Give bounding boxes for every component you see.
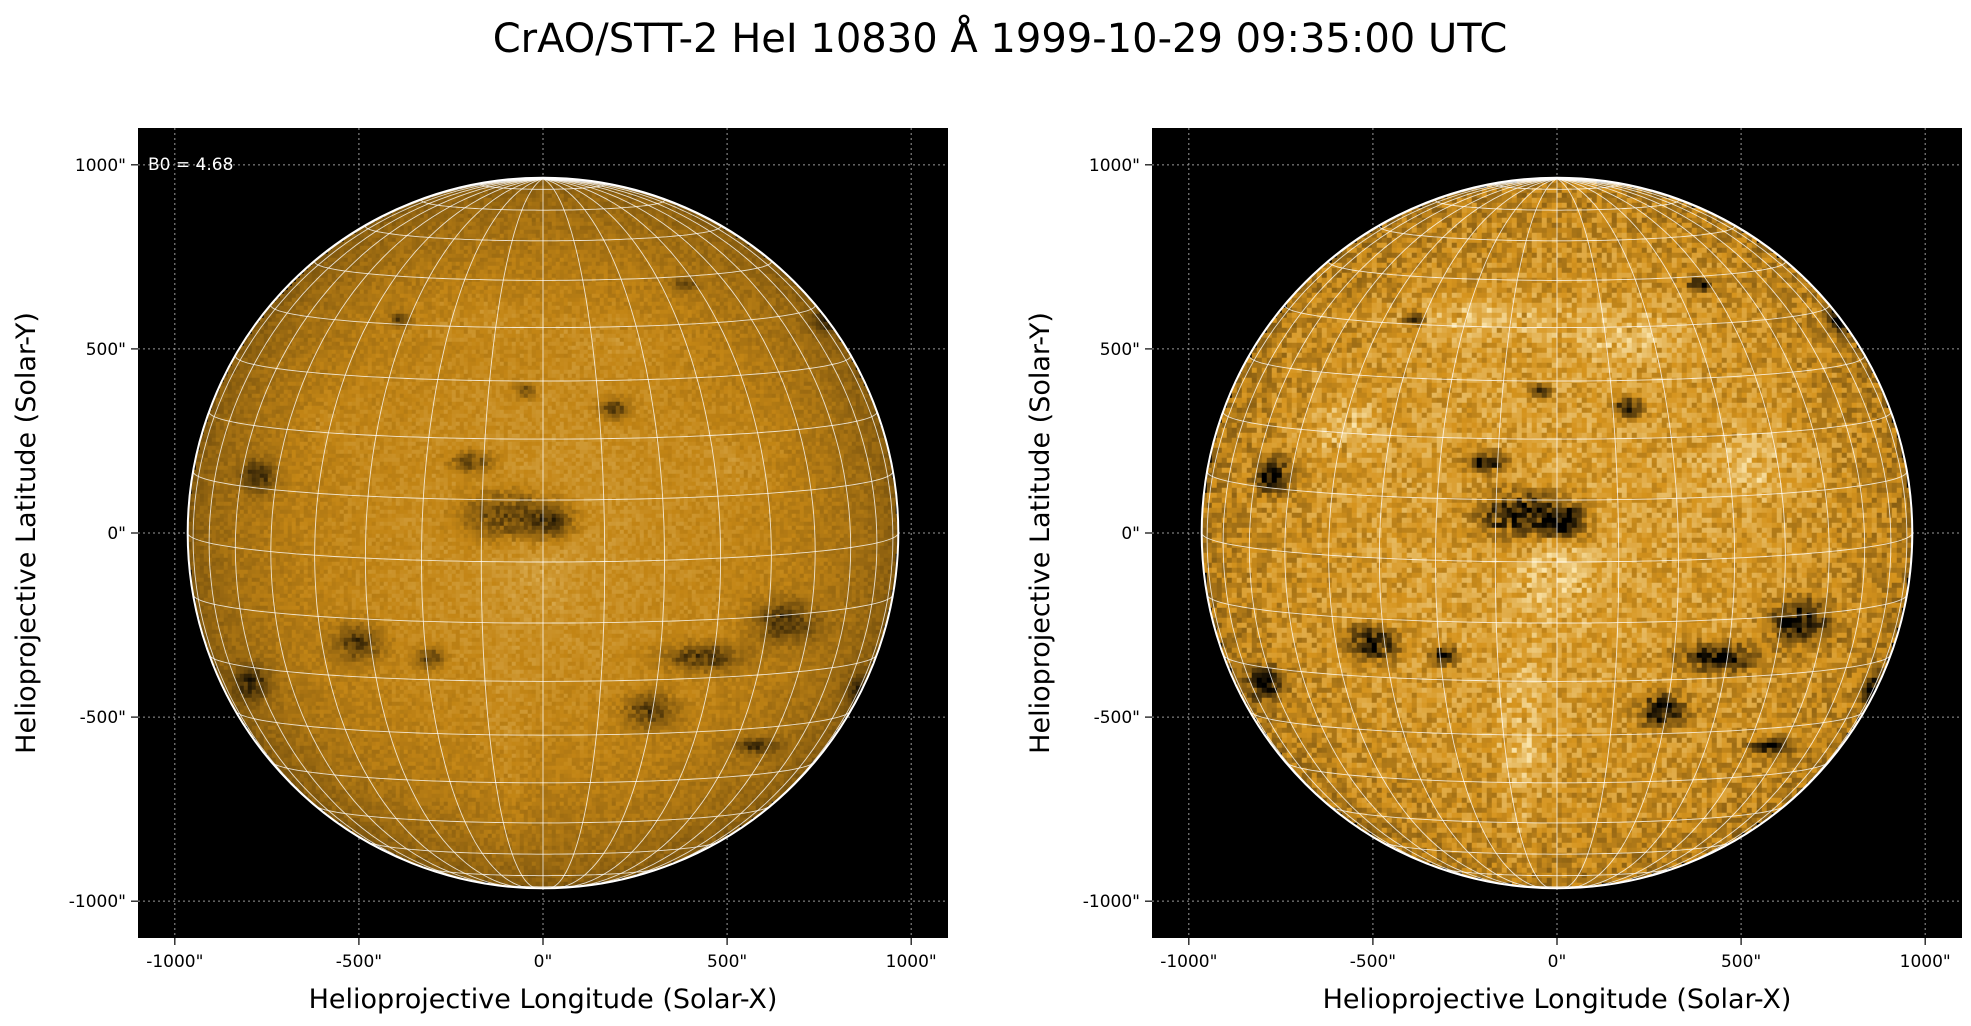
heliographic-grid-line [1556,178,1786,888]
heliographic-grid-line [542,178,665,889]
heliographic-grid-line [1435,178,1558,889]
heliographic-grid-line [542,178,722,889]
y-tick-label: 0" [1121,524,1140,544]
solar-limb-right [1200,176,1914,890]
y-tick-label: -1000" [1083,892,1140,912]
heliographic-grid-line [1556,178,1679,889]
x-ticks-right: -1000" -500" 0" 500" 1000" [1160,938,1951,972]
heliographic-grid-line [1248,178,1558,885]
heliographic-grid-line [1222,178,1558,880]
y-tick-label: 500" [1100,340,1140,360]
heliographic-grid-line [1378,178,1558,889]
heliographic-grid-line [234,178,544,885]
figure-title: CrAO/STT-2 HeI 10830 Å 1999-10-29 09:35:… [493,14,1508,62]
x-axis-label-left: Helioprojective Longitude (Solar-X) [309,984,778,1015]
heliographic-grid-line [1556,178,1620,889]
heliographic-grid-line [1556,178,1830,887]
x-tick-label: -500" [1350,952,1396,972]
y-tick-label: 500" [86,340,126,360]
heliographic-grid-line [314,178,544,888]
y-ticks-left: 1000" 500" 0" -500" -1000" [69,156,138,912]
y-axis-label-left: Helioprojective Latitude (Solar-Y) [11,312,42,754]
heliographic-grid-line [542,178,816,887]
heliographic-grid-line [542,178,878,880]
y-axis-label-right: Helioprojective Latitude (Solar-Y) [1025,312,1056,754]
heliographic-grid-line [542,178,772,888]
y-tick-label: 1000" [1089,156,1140,176]
x-tick-label: 1000" [1900,952,1951,972]
heliographic-grid-line [542,178,606,889]
x-tick-label: 0" [1548,952,1567,972]
heliographic-grid-line [1328,178,1558,888]
heliographic-grid-line [421,178,544,889]
x-axis-label-right: Helioprojective Longitude (Solar-X) [1323,984,1792,1015]
x-tick-label: -1000" [146,952,203,972]
heliographic-grid-line [1206,178,1558,854]
x-tick-label: 0" [534,952,553,972]
y-ticks-right: 1000" 500" 0" -500" -1000" [1083,156,1152,912]
heliographic-grid-line [208,178,544,880]
heliographic-grid-line [192,178,544,854]
y-tick-label: 0" [107,524,126,544]
heliographic-grid-line [480,178,544,889]
heliographic-grid-line [364,178,544,889]
y-tick-label: -500" [1094,708,1140,728]
panel-left: B0 = 4.68 -1000" -500" 0" 500" 1000" 1000" 50… [11,128,948,1015]
x-tick-label: 500" [707,952,747,972]
heliographic-grid-line [1556,178,1736,889]
y-tick-label: 1000" [75,156,126,176]
solar-limb-left [186,176,900,890]
panel-right: -1000" -500" 0" 500" 1000" 1000"500"0"-500"-… [1025,128,1962,1015]
heliographic-grid-line [1494,178,1558,889]
x-tick-label: 500" [1721,952,1761,972]
heliographic-grid-line [270,178,544,887]
heliographic-grid-line [542,178,852,885]
x-tick-label: 1000" [886,952,937,972]
heliographic-grid-line [1284,178,1558,887]
y-tick-label: -500" [80,708,126,728]
x-ticks-left: -1000" -500" 0" 500" 1000" [146,938,937,972]
x-tick-label: -1000" [1160,952,1217,972]
x-tick-label: -500" [336,952,382,972]
b0-annotation: B0 = 4.68 [148,155,233,175]
heliographic-grid-line [1556,178,1908,854]
heliographic-grid-line [1556,178,1892,880]
heliographic-grid-line [542,178,894,854]
heliographic-grid-line [1556,178,1866,885]
y-tick-label: -1000" [69,892,126,912]
